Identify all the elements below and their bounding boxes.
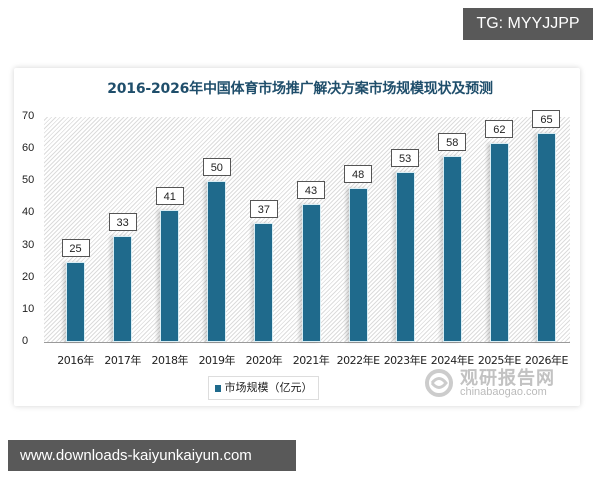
- bar: [442, 155, 462, 342]
- x-tick-label: 2016年: [57, 354, 94, 367]
- x-tick-label: 2019年: [198, 354, 236, 367]
- bar-value-label: 62: [485, 119, 514, 138]
- bar-value-label: 25: [61, 238, 90, 257]
- x-tick-label: 2018年: [151, 354, 188, 367]
- bar: [113, 235, 133, 342]
- x-tick-label: 2023年E: [383, 354, 427, 367]
- bar-value-label: 53: [391, 148, 420, 167]
- x-tick-label: 2021年: [292, 354, 330, 367]
- x-tick-label: 2025年E: [477, 354, 521, 367]
- y-tick-label: 20: [22, 270, 35, 283]
- x-tick-label: 2020年: [245, 354, 283, 367]
- footer-url-banner: www.downloads-kaiyunkaiyun.com: [8, 440, 296, 471]
- bar-value-label: 33: [108, 212, 137, 231]
- bar: [66, 261, 86, 342]
- bar-value-label: 43: [297, 180, 325, 199]
- bar: [348, 187, 368, 342]
- legend-label: 市场规模（亿元）: [224, 381, 313, 394]
- bar-value-label: 50: [202, 158, 231, 177]
- tg-watermark-badge: TG: MYYJJPP: [463, 8, 593, 40]
- bar: [207, 181, 227, 342]
- bar-value-label: 58: [438, 132, 467, 151]
- chart-title: 2016-2026年中国体育市场推广解决方案市场规模现状及预测: [107, 81, 493, 97]
- bar-value-label: 37: [249, 200, 278, 219]
- watermark-domain: chinabaogao.com: [460, 386, 547, 398]
- bar: [395, 171, 415, 342]
- bar-value-label: 41: [155, 187, 184, 206]
- chinabaogao-watermark: 观研报告网 chinabaogao.com: [420, 364, 580, 406]
- bar: [254, 223, 274, 342]
- y-tick-label: 30: [22, 238, 35, 251]
- x-tick-label: 2017年: [104, 354, 141, 367]
- bar: [160, 210, 180, 342]
- watermark-name: 观研报告网: [460, 368, 555, 389]
- x-tick-label: 2024年E: [430, 354, 474, 367]
- y-tick-label: 40: [22, 206, 35, 219]
- bar-value-label: 48: [344, 164, 373, 183]
- x-axis-line: [44, 342, 570, 343]
- y-tick-label: 70: [22, 110, 35, 122]
- y-tick-label: 60: [22, 142, 35, 155]
- y-tick-label: 50: [22, 174, 35, 187]
- bar: [489, 142, 509, 342]
- y-tick-label: 10: [22, 302, 35, 315]
- bar: [301, 203, 321, 342]
- bar-value-label: 65: [532, 110, 561, 129]
- bar: [536, 133, 556, 342]
- y-tick-label: 0: [22, 335, 29, 347]
- legend-swatch: [214, 384, 221, 392]
- legend: 市场规模（亿元）: [208, 376, 319, 400]
- chinabaogao-logo-icon: [425, 369, 453, 397]
- x-tick-label: 2026年E: [524, 354, 568, 367]
- x-tick-label: 2022年E: [336, 354, 380, 367]
